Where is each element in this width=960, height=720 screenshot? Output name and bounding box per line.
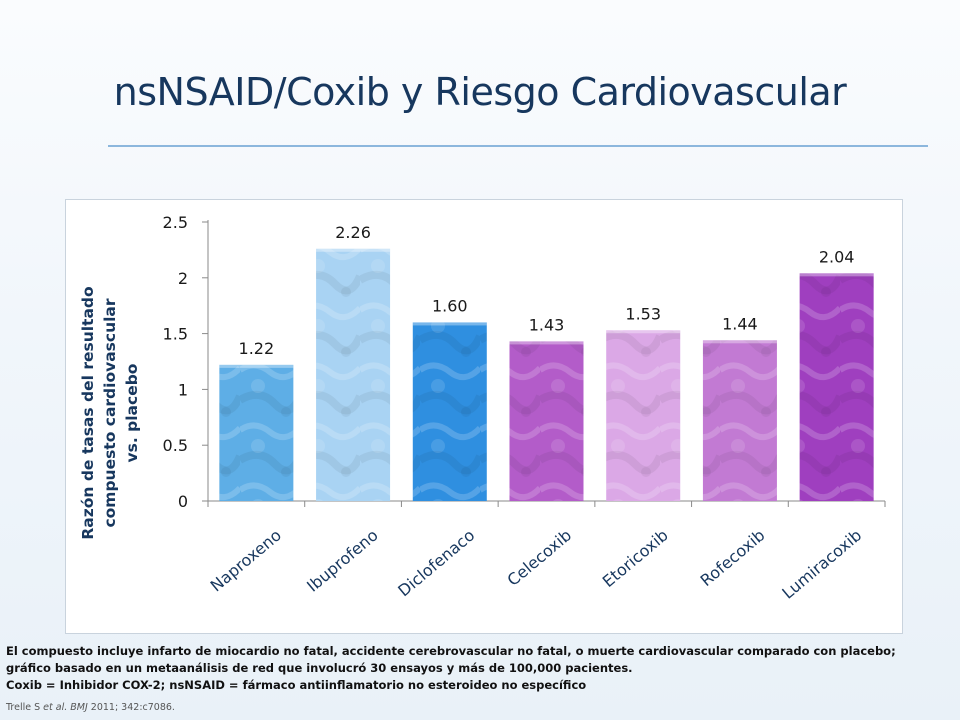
bar-highlight (799, 273, 874, 277)
bar-celecoxib (509, 341, 584, 501)
footnote-definition: El compuesto incluye infarto de miocardi… (6, 644, 896, 675)
y-tick-label: 0 (178, 492, 188, 511)
bar-texture (606, 330, 681, 501)
category-label: Ibuprofeno (303, 526, 382, 596)
bar-ibuprofeno (316, 248, 391, 501)
bar-texture (509, 341, 584, 501)
bar-diclofenaco (412, 322, 487, 501)
bar-highlight (702, 340, 777, 344)
value-label: 2.04 (819, 247, 855, 266)
bar-texture (316, 248, 391, 501)
y-tick-label: 2.5 (163, 213, 188, 232)
bar-naproxeno (219, 364, 294, 501)
y-tick-label: 1 (178, 380, 188, 399)
y-tick-label: 2 (178, 269, 188, 288)
reference-authors: Trelle S (6, 702, 44, 713)
value-label: 1.43 (529, 315, 565, 334)
footnote-abbreviations: Coxib = Inhibidor COX-2; nsNSAID = fárma… (6, 678, 587, 692)
y-axis-label-line-1: Razón de tasas del resultado (79, 286, 97, 540)
category-label: Diclofenaco (394, 526, 478, 601)
reference-details: 2011; 342:c7086. (87, 702, 175, 713)
category-label: Rofecoxib (697, 526, 769, 591)
category-label: Lumiracoxib (778, 526, 865, 603)
value-label: 2.26 (335, 223, 371, 242)
bar-texture (219, 364, 294, 501)
value-label: 1.44 (722, 314, 758, 333)
title-divider (108, 145, 928, 147)
bar-texture (412, 322, 487, 501)
footnote: El compuesto incluye infarto de miocardi… (6, 643, 906, 694)
bar-texture (702, 340, 777, 501)
bar-lumiracoxib (799, 273, 874, 501)
bar-highlight (606, 330, 681, 334)
y-axis-label-line-2: compuesto cardiovascular (101, 298, 119, 528)
bar-highlight (509, 341, 584, 345)
category-label: Naproxeno (207, 526, 285, 596)
y-axis-label-line-3: vs. placebo (123, 363, 141, 463)
reference-etal: et al. BMJ (43, 702, 88, 713)
value-label: 1.53 (625, 304, 661, 323)
value-label: 1.60 (432, 296, 468, 315)
y-axis-label: Razón de tasas del resultado compuesto c… (77, 263, 143, 563)
category-label: Celecoxib (504, 526, 576, 590)
bar-highlight (219, 364, 294, 368)
value-label: 1.22 (239, 339, 275, 358)
bar-highlight (412, 322, 487, 326)
reference-citation: Trelle S et al. BMJ 2011; 342:c7086. (6, 702, 175, 713)
bar-rofecoxib (702, 340, 777, 501)
slide-title: nsNSAID/Coxib y Riesgo Cardiovascular (113, 70, 847, 114)
bar-etoricoxib (606, 330, 681, 501)
bar-highlight (316, 248, 391, 252)
bar-texture (799, 273, 874, 501)
y-tick-label: 0.5 (163, 436, 188, 455)
category-label: Etoricoxib (599, 526, 672, 592)
y-tick-label: 1.5 (163, 325, 188, 344)
